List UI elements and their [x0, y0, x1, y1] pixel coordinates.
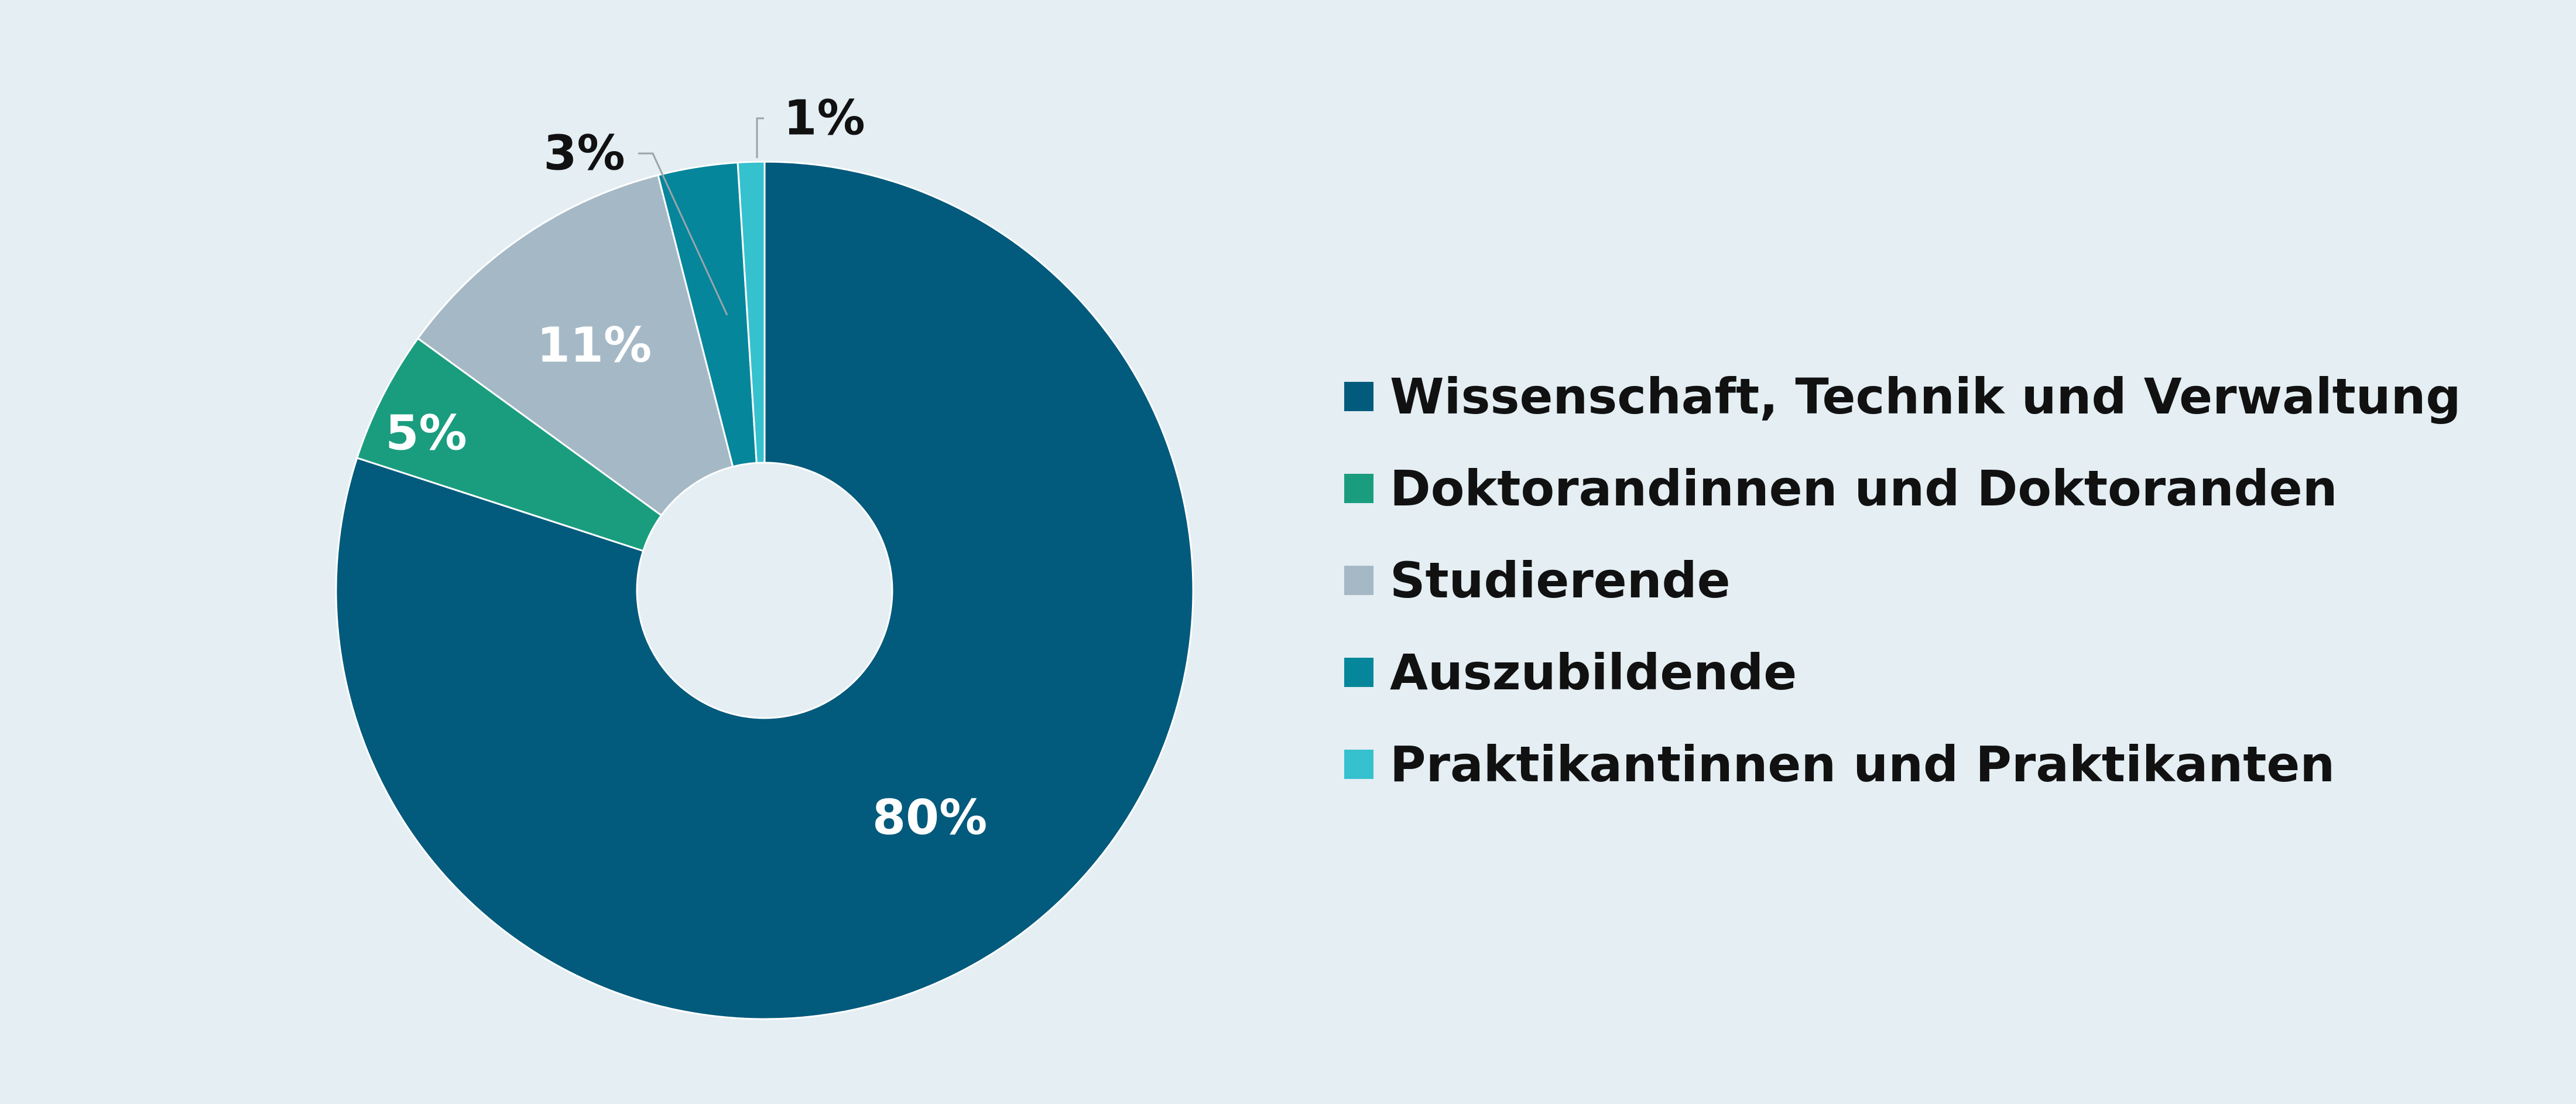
legend-swatch: [1344, 657, 1373, 687]
leader-line-auszubildende: [638, 152, 728, 316]
chart-legend: Wissenschaft, Technik und Verwaltung Dokt…: [1344, 350, 2461, 810]
legend-item-auszubildende: Auszubildende: [1344, 626, 2461, 718]
slice-praktikantinnen-und-praktikanten: [737, 160, 766, 464]
legend-label: Studierende: [1390, 551, 1731, 609]
slice-label-praktikantinnen-und-praktikanten: 1%: [783, 91, 865, 146]
label-leader-lines: [638, 117, 764, 316]
legend-swatch: [1344, 749, 1373, 779]
slice-label-auszubildende: 3%: [543, 126, 625, 182]
legend-label: Praktikantinnen und Praktikanten: [1390, 735, 2335, 793]
legend-item-studierende: Studierende: [1344, 534, 2461, 626]
legend-label: Auszubildende: [1390, 643, 1797, 701]
legend-item-praktikantinnen-und-praktikanten: Praktikantinnen und Praktikanten: [1344, 718, 2461, 810]
leader-line-praktikantinnen-und-praktikanten: [756, 117, 764, 158]
legend-label: Wissenschaft, Technik und Verwaltung: [1390, 367, 2461, 425]
legend-swatch: [1344, 565, 1373, 595]
legend-label: Doktorandinnen und Doktoranden: [1390, 459, 2338, 517]
slice-studierende: [416, 174, 734, 517]
slice-label-wissenschaft-technik-und-verwaltung: 80%: [872, 790, 987, 846]
slice-labels: 80% 5% 11% 3% 1%: [385, 91, 987, 846]
legend-item-wissenschaft-technik-und-verwaltung: Wissenschaft, Technik und Verwaltung: [1344, 350, 2461, 442]
slice-label-doktorandinnen-und-doktoranden: 5%: [385, 406, 467, 462]
slice-label-studierende: 11%: [537, 318, 652, 374]
legend-item-doktorandinnen-und-doktoranden: Doktorandinnen und Doktoranden: [1344, 442, 2461, 534]
legend-swatch: [1344, 381, 1373, 411]
legend-swatch: [1344, 473, 1373, 503]
donut-slices: [335, 160, 1194, 1020]
slice-doktorandinnen-und-doktoranden: [355, 337, 663, 552]
slice-wissenschaft-technik-und-verwaltung: [335, 160, 1194, 1020]
